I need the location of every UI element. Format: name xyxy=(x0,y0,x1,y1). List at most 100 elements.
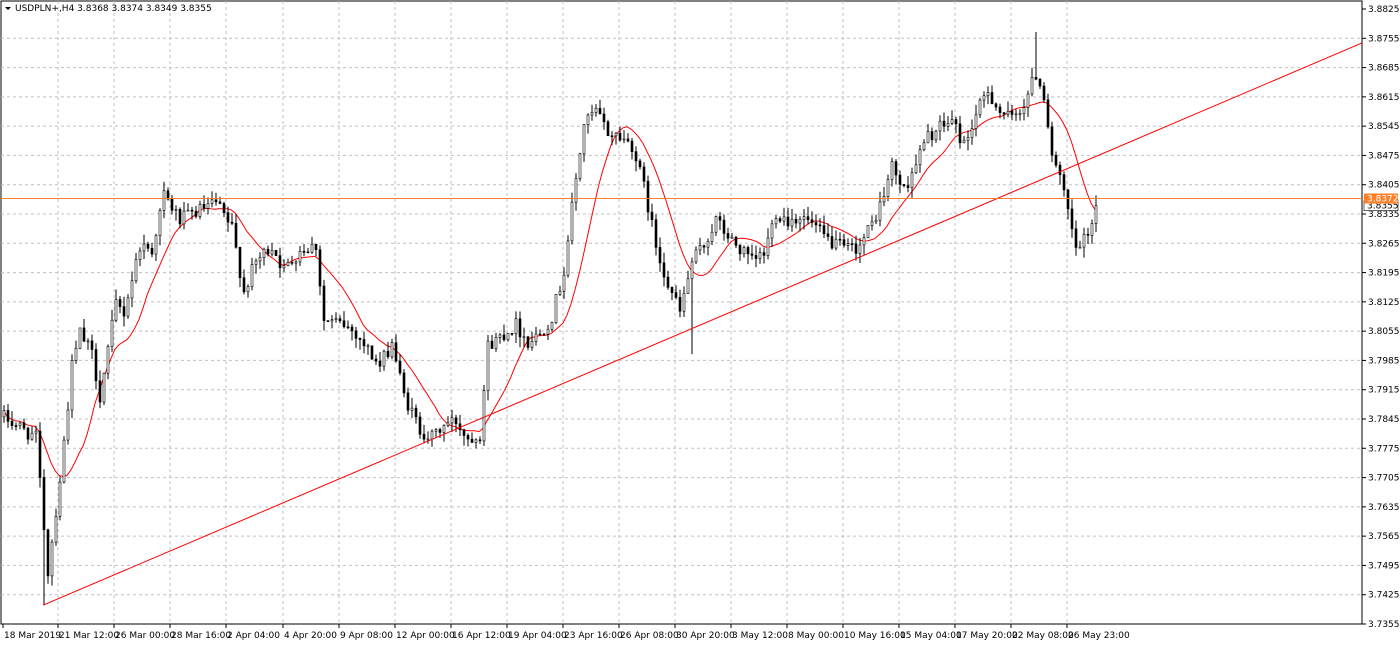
candle-bull xyxy=(614,132,618,137)
candle-bull xyxy=(498,334,502,338)
candle-bear xyxy=(894,161,898,176)
price-tick-label: 3.7425 xyxy=(1368,591,1400,601)
candle-bull xyxy=(434,429,438,432)
price-tick-label: 3.8545 xyxy=(1368,122,1400,132)
candle-bear xyxy=(538,333,542,336)
candle-bull xyxy=(962,139,966,144)
price-tick-label: 3.8755 xyxy=(1368,34,1400,44)
price-tick-label: 3.8335 xyxy=(1368,210,1400,220)
candle-bull xyxy=(50,541,54,577)
chart-menu-arrow-icon[interactable] xyxy=(5,7,11,10)
candle-bull xyxy=(1078,246,1082,249)
candle-bull xyxy=(886,179,890,197)
candle-bull xyxy=(594,107,598,113)
candle-bear xyxy=(150,247,154,255)
candle-bear xyxy=(10,421,14,426)
candle-bull xyxy=(974,114,978,129)
time-tick-label: 17 May 20:00 xyxy=(956,631,1018,641)
candle-bear xyxy=(362,339,366,347)
time-tick-label: 18 Mar 2019 xyxy=(4,631,61,641)
candle-bull xyxy=(562,274,566,292)
candle-bear xyxy=(638,160,642,168)
candle-bear xyxy=(238,247,242,279)
candle-bear xyxy=(838,238,842,241)
candle-bear xyxy=(898,174,902,185)
candle-bear xyxy=(674,292,678,298)
candle-bear xyxy=(954,119,958,125)
candle-bear xyxy=(38,430,42,478)
price-tick-label: 3.7495 xyxy=(1368,561,1400,571)
candle-bear xyxy=(1042,85,1046,101)
price-tick-label: 3.8195 xyxy=(1368,269,1400,279)
candle-bull xyxy=(390,342,394,358)
candle-bear xyxy=(762,252,766,256)
candle-bear xyxy=(374,358,378,362)
candle-bull xyxy=(54,516,58,543)
candle-bull xyxy=(78,327,82,349)
time-tick-label: 26 Mar 00:00 xyxy=(115,631,175,641)
candle-bull xyxy=(410,407,414,411)
candle-bull xyxy=(878,201,882,221)
candle-bull xyxy=(986,92,990,97)
candle-bear xyxy=(906,185,910,188)
candle-bull xyxy=(446,422,450,426)
candle-bear xyxy=(314,244,318,251)
candle-bear xyxy=(422,433,426,440)
candle-bull xyxy=(770,223,774,239)
candle-bull xyxy=(154,235,158,255)
candle-bull xyxy=(966,137,970,141)
candle-bull xyxy=(298,251,302,263)
candle-bull xyxy=(1022,107,1026,114)
candle-bear xyxy=(854,243,858,254)
candle-bear xyxy=(338,318,342,322)
time-tick-label: 10 May 16:00 xyxy=(844,631,906,641)
bid-price-label: 3.8355 xyxy=(1367,202,1399,212)
candle-bear xyxy=(42,477,46,531)
candle-bear xyxy=(666,276,670,288)
candle-bear xyxy=(630,140,634,152)
candle-bull xyxy=(790,218,794,227)
candle-bear xyxy=(830,236,834,249)
price-tick-label: 3.8475 xyxy=(1368,151,1400,161)
candle-bear xyxy=(598,107,602,115)
candle-bull xyxy=(1094,205,1098,224)
candle-bull xyxy=(982,95,986,101)
candle-bull xyxy=(590,112,594,116)
candle-bear xyxy=(350,326,354,332)
candle-bear xyxy=(94,349,98,382)
candle-bear xyxy=(322,285,326,321)
time-tick-label: 15 May 04:00 xyxy=(900,631,962,641)
candle-bear xyxy=(818,224,822,227)
candle-bull xyxy=(698,245,702,251)
candle-bear xyxy=(386,350,390,358)
candle-bear xyxy=(394,342,398,362)
candle-bull xyxy=(426,438,430,441)
time-tick-label: 16 Apr 12:00 xyxy=(452,631,511,641)
candle-bull xyxy=(758,252,762,259)
candle-bull xyxy=(1014,113,1018,116)
candle-bear xyxy=(370,345,374,360)
candle-bear xyxy=(178,209,182,225)
candle-bull xyxy=(874,219,878,223)
candle-bear xyxy=(778,218,782,222)
candle-bull xyxy=(286,262,290,266)
candle-bull xyxy=(798,218,802,224)
candle-bear xyxy=(194,210,198,217)
candle-bull xyxy=(1006,110,1010,115)
chart-title-text: USDPLN+,H4 3.8368 3.8374 3.8349 3.8355 xyxy=(15,4,212,14)
candle-bear xyxy=(1074,228,1078,248)
candle-bull xyxy=(210,199,214,204)
candle-bear xyxy=(626,138,630,142)
candle-bull xyxy=(1082,233,1086,248)
candle-bear xyxy=(170,198,174,211)
candle-bear xyxy=(118,299,122,307)
candle-bear xyxy=(634,151,638,162)
candle-bear xyxy=(606,121,610,137)
candle-bull xyxy=(506,332,510,341)
price-tick-label: 3.7565 xyxy=(1368,532,1400,542)
candle-bull xyxy=(574,178,578,203)
candle-bear xyxy=(702,245,706,248)
